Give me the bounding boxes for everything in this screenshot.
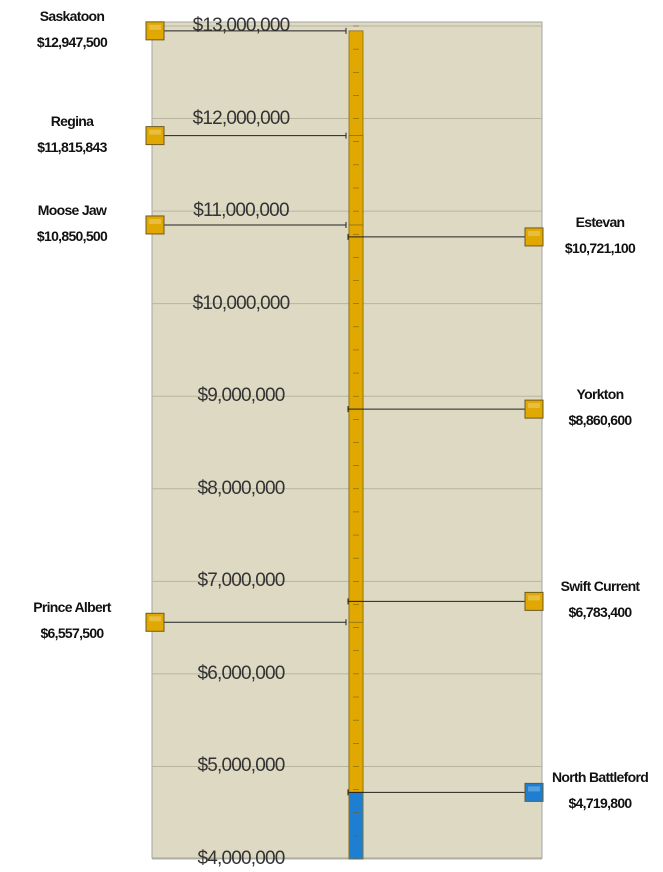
- y-tick-label: $5,000,000: [197, 755, 285, 777]
- y-tick-label: $12,000,000: [192, 107, 291, 129]
- point-label: Swift Current $6,783,400: [550, 577, 650, 621]
- value-label: $6,783,400: [568, 604, 632, 621]
- value-label: $6,557,500: [40, 625, 104, 642]
- y-tick-label: $6,000,000: [197, 662, 285, 684]
- point-label: Prince Albert $6,557,500: [7, 598, 137, 642]
- marker-shine: [528, 595, 540, 601]
- y-tick-label: $7,000,000: [197, 570, 285, 592]
- marker: [145, 126, 165, 146]
- y-tick-label: $9,000,000: [197, 385, 285, 407]
- marker: [145, 21, 165, 41]
- y-tick-label: $11,000,000: [193, 200, 289, 222]
- marker-shine: [149, 24, 161, 30]
- point-label: Regina $11,815,843: [7, 112, 137, 156]
- point-name: Estevan: [575, 213, 625, 230]
- point-name: Prince Albert: [33, 599, 111, 616]
- point-label: Moose Jaw $10,850,500: [7, 201, 137, 245]
- value-label: $11,815,843: [37, 138, 107, 155]
- y-tick-label: $4,000,000: [197, 848, 285, 869]
- point-name: Saskatoon: [39, 7, 105, 24]
- marker: [524, 399, 544, 419]
- marker-shine: [149, 616, 161, 622]
- plot-area: [151, 21, 543, 859]
- y-tick-label: $13,000,000: [192, 15, 291, 36]
- point-name: North Battleford: [551, 769, 649, 786]
- marker: [145, 215, 165, 235]
- y-tick-label: $8,000,000: [197, 477, 285, 499]
- marker-shine: [149, 218, 161, 224]
- marker-shine: [528, 403, 540, 409]
- marker: [145, 612, 165, 632]
- point-label: Saskatoon $12,947,500: [7, 7, 137, 51]
- marker: [524, 227, 544, 247]
- point-name: Swift Current: [560, 578, 640, 595]
- value-label: $8,860,600: [568, 412, 632, 429]
- y-tick-label: $10,000,000: [192, 292, 291, 314]
- marker: [524, 591, 544, 611]
- point-name: Moose Jaw: [37, 201, 107, 218]
- value-label: $4,719,800: [568, 795, 632, 812]
- marker-shine: [528, 786, 540, 792]
- value-label: $10,721,100: [564, 239, 636, 256]
- point-name: Yorkton: [576, 386, 625, 403]
- marker-shine: [149, 129, 161, 135]
- marker: [524, 782, 544, 802]
- value-label: $10,850,500: [36, 227, 108, 244]
- marker-shine: [528, 230, 540, 236]
- point-name: Regina: [50, 112, 94, 129]
- bar-segment: [348, 791, 364, 860]
- point-label: North Battleford $4,719,800: [550, 768, 650, 812]
- value-label: $12,947,500: [36, 33, 108, 50]
- point-label: Yorkton $8,860,600: [550, 385, 650, 429]
- point-label: Estevan $10,721,100: [550, 213, 650, 257]
